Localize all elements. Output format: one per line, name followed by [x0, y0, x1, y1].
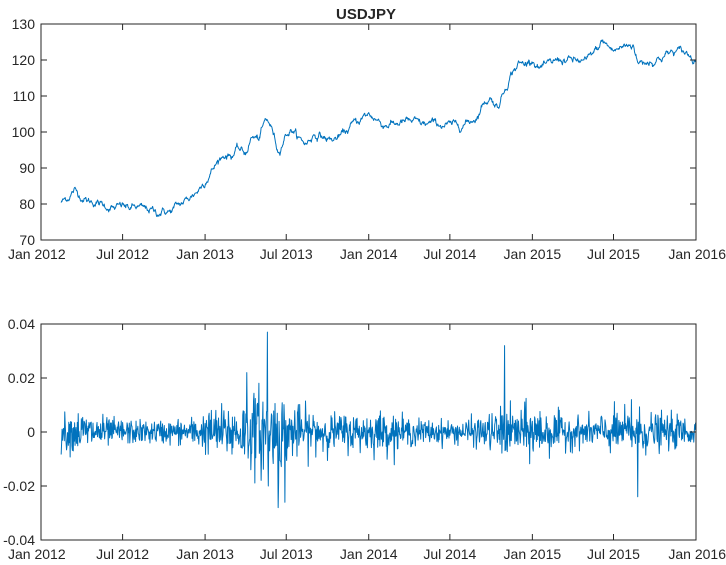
- x-tick-label: Jan 2016: [668, 246, 726, 262]
- x-tick-label: Jan 2012: [8, 246, 66, 262]
- x-tick-label: Jan 2012: [8, 546, 66, 562]
- y-tick-label: 90: [19, 160, 35, 176]
- returns-ticks: Jan 2012 Jul 2012 Jan 2013 Jul 2013 Jan 2014…: [3, 316, 726, 562]
- x-tick-label: Jul 2015: [587, 246, 640, 262]
- y-tick-label: -0.02: [3, 478, 35, 494]
- y-tick-label: 120: [12, 52, 36, 68]
- y-tick-label: 80: [19, 196, 35, 212]
- price-axes-box: [40, 23, 697, 241]
- y-tick-label: 0: [27, 424, 35, 440]
- returns-chart: Jan 2012 Jul 2012 Jan 2013 Jul 2013 Jan 2014…: [3, 316, 726, 562]
- x-tick-label: Jul 2013: [260, 246, 313, 262]
- x-tick-label: Jul 2013: [260, 546, 313, 562]
- y-tick-label: 0.02: [8, 370, 35, 386]
- x-tick-label: Jul 2012: [96, 246, 149, 262]
- price-chart-title: USDJPY: [336, 6, 396, 23]
- x-tick-label: Jul 2014: [423, 546, 476, 562]
- usdjpy-returns-line: [60, 331, 697, 509]
- x-tick-label: Jan 2014: [340, 246, 398, 262]
- y-tick-label: 100: [12, 124, 36, 140]
- usdjpy-price-line: [60, 39, 697, 218]
- y-tick-label: -0.04: [3, 532, 35, 548]
- price-ticks: Jan 2012 Jul 2012 Jan 2013 Jul 2013 Jan 2014…: [8, 16, 726, 262]
- y-tick-label: 130: [12, 16, 36, 32]
- x-tick-label: Jan 2013: [176, 246, 234, 262]
- y-tick-label: 0.04: [8, 316, 35, 332]
- x-tick-label: Jul 2012: [96, 546, 149, 562]
- x-tick-label: Jul 2014: [423, 246, 476, 262]
- price-chart: USDJPY Jan 2012 Jul 2012 Jan 2013 Jul 2013 J…: [8, 6, 726, 262]
- x-tick-label: Jan 2014: [340, 546, 398, 562]
- y-tick-label: 110: [13, 88, 36, 104]
- x-tick-label: Jan 2015: [504, 246, 562, 262]
- y-tick-label: 70: [19, 232, 35, 248]
- returns-plot-area: [60, 331, 697, 509]
- x-tick-label: Jul 2015: [587, 546, 640, 562]
- x-tick-label: Jan 2016: [668, 546, 726, 562]
- price-plot-area: [60, 39, 697, 218]
- x-tick-label: Jan 2015: [504, 546, 562, 562]
- x-tick-label: Jan 2013: [176, 546, 234, 562]
